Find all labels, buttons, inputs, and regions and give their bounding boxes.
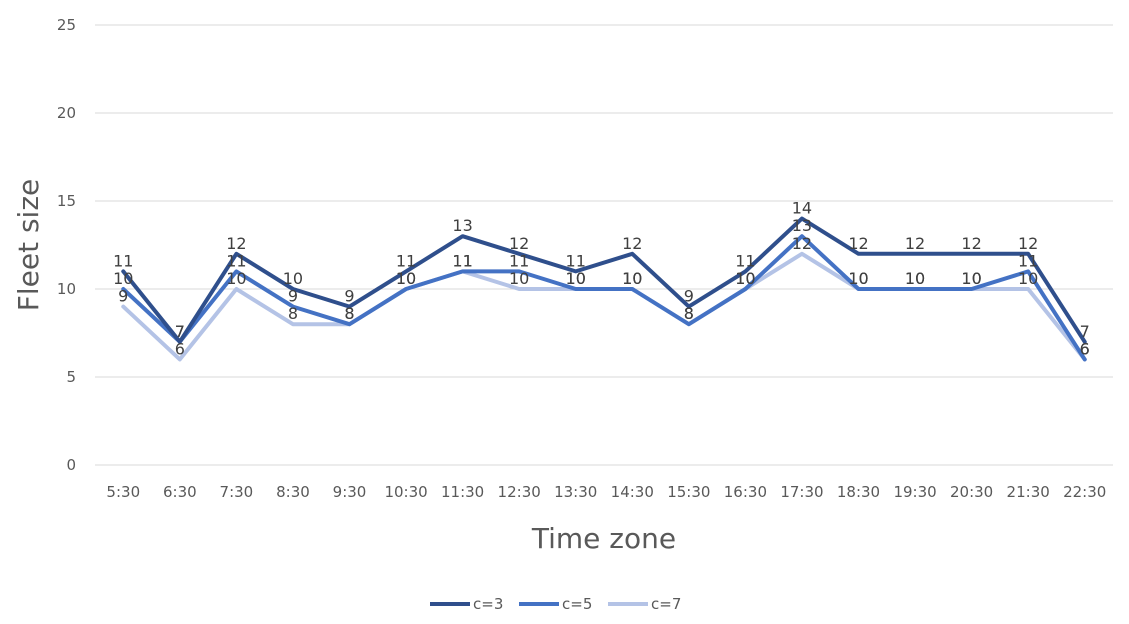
y-tick-label: 20 (57, 104, 76, 122)
data-label: 10 (509, 269, 529, 288)
data-label: 11 (452, 251, 472, 270)
x-tick-label: 6:30 (163, 483, 197, 501)
data-label: 10 (283, 269, 303, 288)
data-label: 14 (792, 199, 812, 218)
data-label: 13 (792, 216, 812, 235)
data-label: 12 (1018, 234, 1038, 253)
data-label: 6 (175, 339, 185, 358)
y-tick-label: 0 (66, 456, 76, 474)
series-line-c=3 (121, 216, 1087, 344)
data-label: 10 (735, 269, 755, 288)
series-line-c=5 (121, 234, 1087, 362)
legend-label: c=3 (473, 595, 503, 613)
data-label: 11 (396, 251, 416, 270)
x-tick-label: 8:30 (276, 483, 310, 501)
x-tick-label: 20:30 (950, 483, 993, 501)
x-tick-label: 10:30 (384, 483, 427, 501)
series-line-c=7 (121, 251, 1087, 362)
y-tick-label: 5 (66, 368, 76, 386)
data-label: 8 (684, 304, 694, 323)
data-label: 9 (684, 287, 694, 306)
x-tick-label: 15:30 (667, 483, 710, 501)
x-tick-label: 9:30 (333, 483, 367, 501)
data-label: 12 (961, 234, 981, 253)
data-label: 10 (735, 269, 755, 288)
data-label: 12 (792, 234, 812, 253)
data-label: 7 (175, 322, 185, 341)
data-label: 6 (1080, 339, 1090, 358)
x-tick-label: 21:30 (1007, 483, 1050, 501)
data-label: 10 (961, 269, 981, 288)
x-tick-label: 7:30 (220, 483, 254, 501)
legend: c=3 c=5 c=7 (430, 595, 681, 613)
x-tick-label: 18:30 (837, 483, 880, 501)
x-tick-label: 5:30 (106, 483, 140, 501)
x-tick-label: 12:30 (498, 483, 541, 501)
series-lines (121, 216, 1087, 362)
data-label: 9 (118, 287, 128, 306)
data-label: 10 (566, 269, 586, 288)
data-label: 10 (622, 269, 642, 288)
data-label: 11 (226, 251, 246, 270)
data-label: 7 (1080, 322, 1090, 341)
data-label: 12 (622, 234, 642, 253)
legend-label: c=7 (651, 595, 681, 613)
data-label: 11 (1018, 251, 1038, 270)
y-tick-label: 15 (57, 192, 76, 210)
data-label: 11 (566, 251, 586, 270)
data-label: 10 (226, 269, 246, 288)
data-label: 10 (396, 269, 416, 288)
data-label: 12 (848, 234, 868, 253)
data-label: 11 (735, 251, 755, 270)
data-label: 9 (288, 287, 298, 306)
x-tick-label: 13:30 (554, 483, 597, 501)
data-label: 11 (509, 251, 529, 270)
y-tick-labels: 0 5 10 15 20 25 (57, 16, 76, 474)
data-label: 8 (684, 304, 694, 323)
data-label: 10 (961, 269, 981, 288)
data-label: 12 (226, 234, 246, 253)
data-label: 10 (566, 269, 586, 288)
data-label: 8 (344, 304, 354, 323)
data-label: 13 (452, 216, 472, 235)
legend-label: c=5 (562, 595, 592, 613)
data-label: 10 (905, 269, 925, 288)
x-tick-label: 22:30 (1063, 483, 1106, 501)
x-tick-labels: 5:30 6:30 7:30 8:30 9:30 10:30 11:30 12:30 13:30… (106, 483, 1106, 501)
data-label: 10 (848, 269, 868, 288)
data-label: 10 (622, 269, 642, 288)
data-label: 10 (1018, 269, 1038, 288)
x-axis-title: Time zone (531, 522, 676, 555)
y-tick-label: 10 (57, 280, 76, 298)
data-label: 7 (175, 322, 185, 341)
data-label: 6 (1080, 339, 1090, 358)
data-label: 8 (344, 304, 354, 323)
y-axis-title: Fleet size (12, 179, 45, 312)
data-label: 11 (113, 251, 133, 270)
x-tick-label: 16:30 (724, 483, 767, 501)
y-tick-label: 25 (57, 16, 76, 34)
data-label: 11 (452, 251, 472, 270)
data-label: 10 (848, 269, 868, 288)
data-label: 8 (288, 304, 298, 323)
x-tick-label: 17:30 (780, 483, 823, 501)
data-label: 10 (113, 269, 133, 288)
data-label: 10 (905, 269, 925, 288)
data-label: 12 (905, 234, 925, 253)
data-label: 12 (509, 234, 529, 253)
data-label: 10 (396, 269, 416, 288)
gridlines (95, 24, 1113, 466)
x-tick-label: 11:30 (441, 483, 484, 501)
data-label: 9 (344, 287, 354, 306)
x-tick-label: 14:30 (611, 483, 654, 501)
x-tick-label: 19:30 (893, 483, 936, 501)
